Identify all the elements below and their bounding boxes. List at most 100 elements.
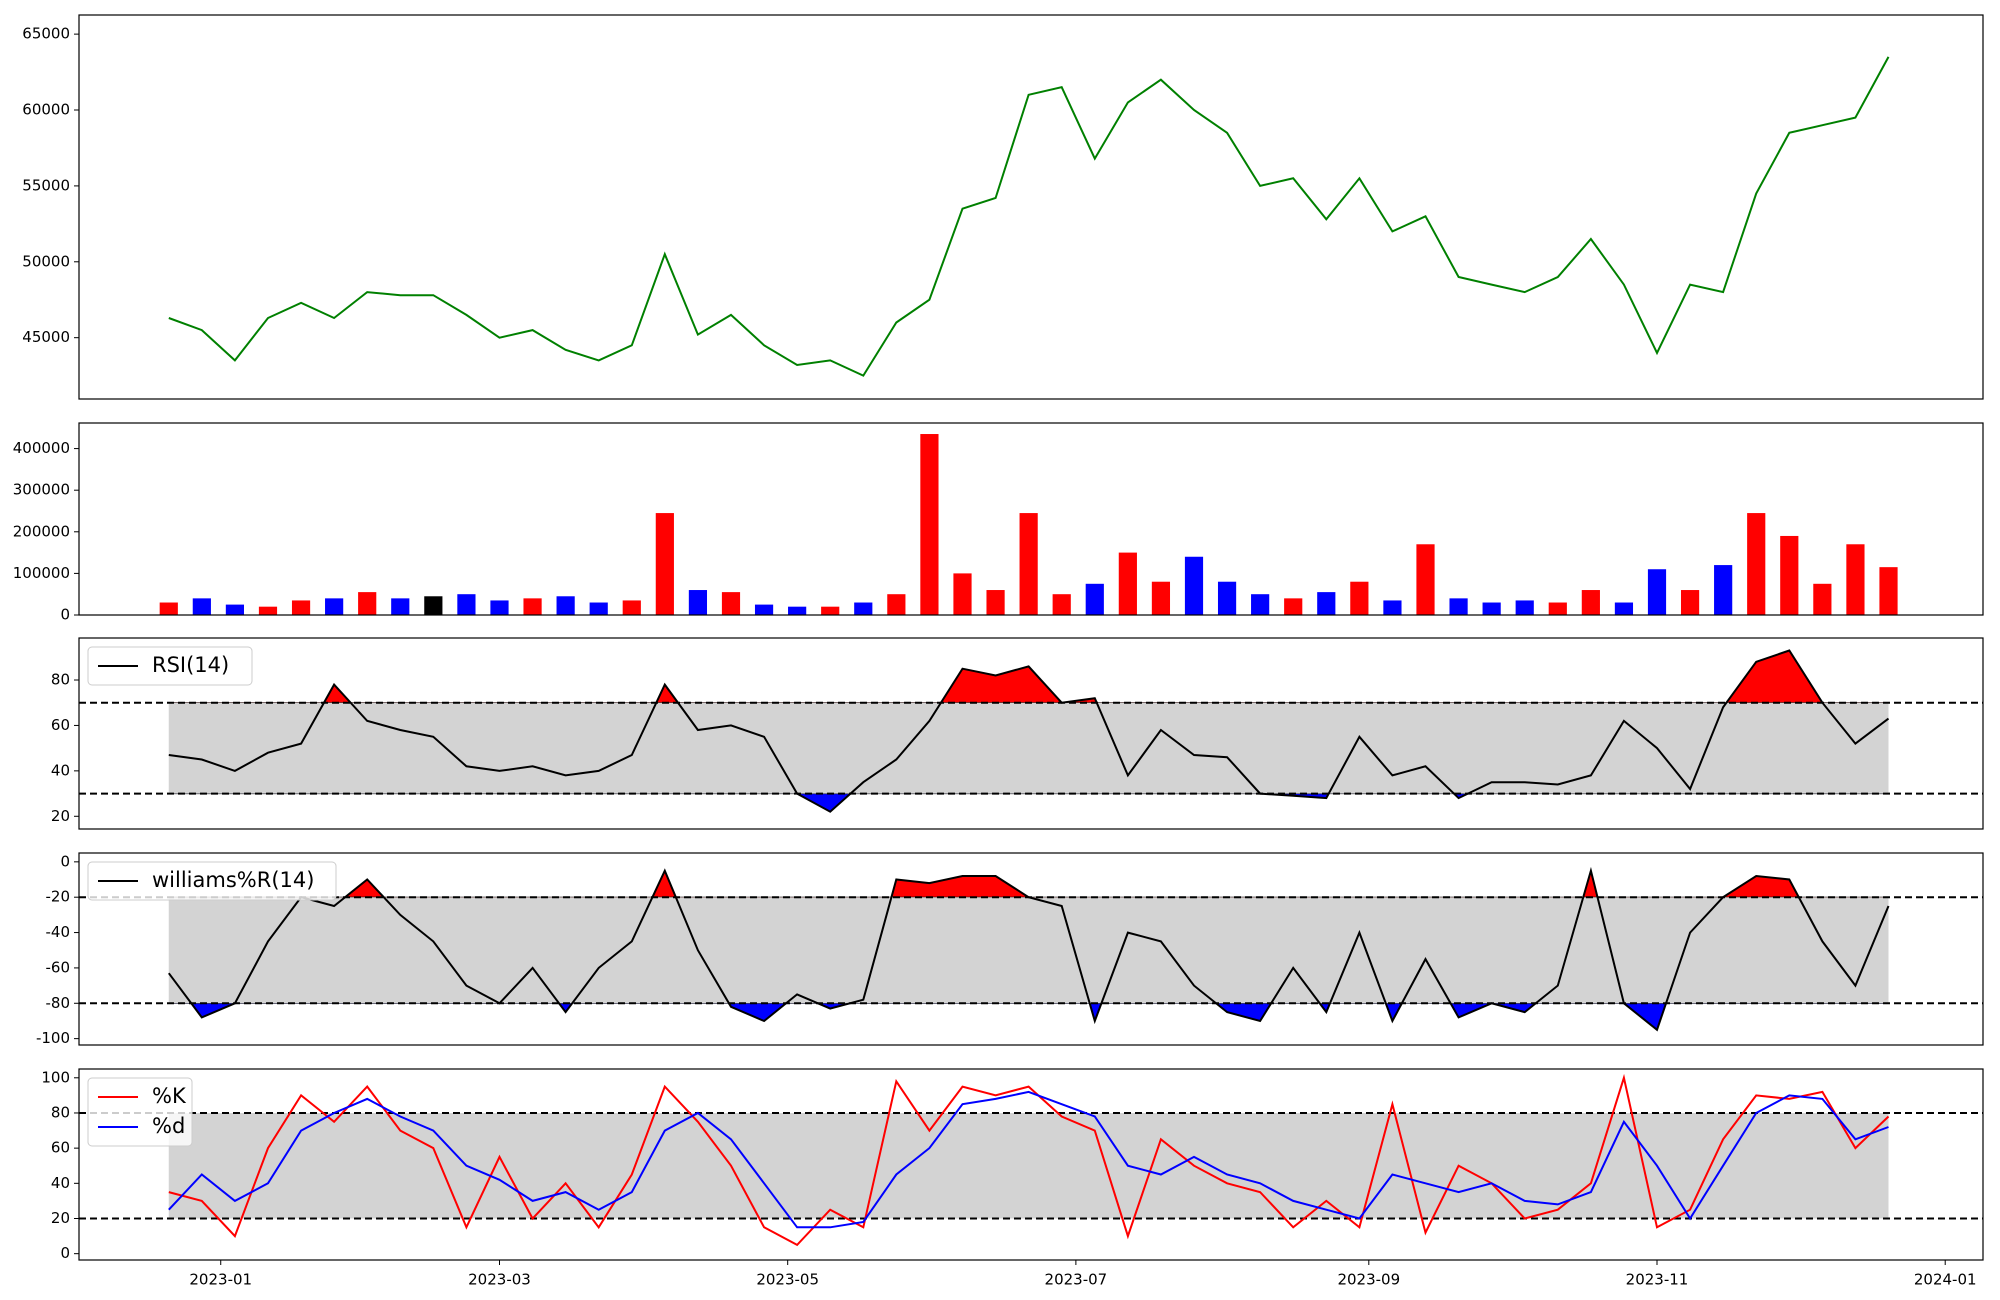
volume-bar <box>1482 602 1501 615</box>
volume-bar <box>887 594 906 615</box>
panel <box>79 1073 1983 1247</box>
neutral-band <box>168 702 1889 794</box>
volume-bar <box>821 606 840 615</box>
volume-bar <box>1416 544 1435 615</box>
indicator-line <box>168 649 1890 813</box>
legend-box <box>87 1077 193 1147</box>
volume-bar <box>1118 552 1137 615</box>
x-tick-label: 2023-03 <box>468 1271 531 1289</box>
y-tick-label: 20 <box>51 1209 70 1227</box>
volume-bar <box>159 602 178 615</box>
neutral-band <box>168 897 1889 1004</box>
volume-bar <box>1284 598 1303 615</box>
y-tick-label: 0 <box>60 1244 70 1262</box>
y-tick-label: 80 <box>51 671 70 689</box>
volume-bar <box>589 602 608 615</box>
volume-bar <box>358 592 377 615</box>
volume-bar <box>622 600 641 615</box>
x-tick-label: 2023-11 <box>1626 1271 1689 1289</box>
panel <box>79 866 1983 1032</box>
volume-bar <box>1019 513 1038 615</box>
legend-label: %K <box>152 1084 187 1108</box>
legend-label: RSI(14) <box>152 653 229 677</box>
y-tick-label: 65000 <box>22 25 70 43</box>
volume-bar <box>1350 581 1369 615</box>
volume-bar <box>1052 594 1071 615</box>
volume-bar <box>953 573 972 615</box>
volume-bar <box>1085 583 1104 615</box>
y-tick-label: 60000 <box>22 101 70 119</box>
volume-bar <box>688 590 708 615</box>
x-tick-label: 2023-01 <box>189 1271 252 1289</box>
y-tick-label: 20 <box>51 807 70 825</box>
y-tick-label: 300000 <box>13 481 70 499</box>
panel <box>159 434 1898 615</box>
volume-bar <box>1780 535 1799 615</box>
volume-bar <box>523 598 542 615</box>
volume-bar <box>1151 581 1171 615</box>
y-tick-label: 60 <box>51 716 70 734</box>
volume-bar <box>1251 594 1270 615</box>
axes-frame <box>78 14 1984 400</box>
volume-bar <box>788 606 807 615</box>
indicator-line <box>168 1073 1890 1247</box>
volume-bar <box>1515 600 1534 615</box>
legend-box <box>87 861 337 901</box>
y-tick-label: -100 <box>36 1029 70 1047</box>
volume-bar <box>1548 602 1567 615</box>
volume-bar <box>1846 544 1865 615</box>
x-tick-label: 2023-05 <box>756 1271 819 1289</box>
volume-bar <box>1449 598 1468 615</box>
volume-bar <box>655 513 674 615</box>
axes-frame <box>78 1068 1984 1261</box>
y-tick-label: 400000 <box>13 439 70 457</box>
y-tick-label: -60 <box>46 958 71 976</box>
volume-bar <box>325 598 344 615</box>
volume-bar <box>192 598 211 615</box>
indicator-line <box>168 1090 1889 1229</box>
volume-bar <box>1813 583 1832 615</box>
panel <box>79 649 1983 813</box>
volume-bar <box>1581 590 1600 615</box>
x-tick-label: 2023-07 <box>1045 1271 1108 1289</box>
volume-bar <box>1383 600 1402 615</box>
volume-bar <box>1879 567 1898 615</box>
y-tick-label: 100 <box>41 1068 70 1086</box>
volume-bar <box>1714 565 1733 615</box>
price-line <box>168 56 1890 377</box>
indicator-line <box>167 866 1890 1032</box>
y-tick-label: 50000 <box>22 252 70 270</box>
y-tick-label: 45000 <box>22 328 70 346</box>
axes-frame <box>78 422 1984 616</box>
y-tick-label: 40 <box>51 761 70 779</box>
y-tick-label: 100000 <box>13 564 70 582</box>
volume-bar <box>424 596 443 615</box>
volume-bar <box>754 604 774 615</box>
volume-bar <box>1647 569 1667 615</box>
y-tick-label: 200000 <box>13 522 70 540</box>
panel <box>168 56 1890 377</box>
x-tick-label: 2023-09 <box>1337 1271 1400 1289</box>
legend-box <box>87 646 253 686</box>
y-tick-label: 60 <box>51 1139 70 1157</box>
y-tick-label: -20 <box>46 888 71 906</box>
y-tick-label: 0 <box>60 606 70 624</box>
y-tick-label: -40 <box>46 923 71 941</box>
oversold-fill <box>168 1003 1890 1031</box>
volume-bar <box>457 594 476 615</box>
volume-bar <box>920 434 939 615</box>
y-tick-label: 0 <box>60 852 70 870</box>
volume-bar <box>225 604 245 615</box>
volume-bar <box>721 592 741 615</box>
volume-bar <box>291 600 311 615</box>
volume-bar <box>1680 590 1700 615</box>
volume-bar <box>490 600 509 615</box>
x-tick-label: 2024-01 <box>1914 1271 1977 1289</box>
y-tick-label: 40 <box>51 1174 70 1192</box>
y-tick-label: 55000 <box>22 176 70 194</box>
volume-bar <box>1184 556 1204 615</box>
y-tick-label: 80 <box>51 1103 70 1121</box>
volume-bar <box>854 602 873 615</box>
legend-label: %d <box>152 1114 185 1138</box>
